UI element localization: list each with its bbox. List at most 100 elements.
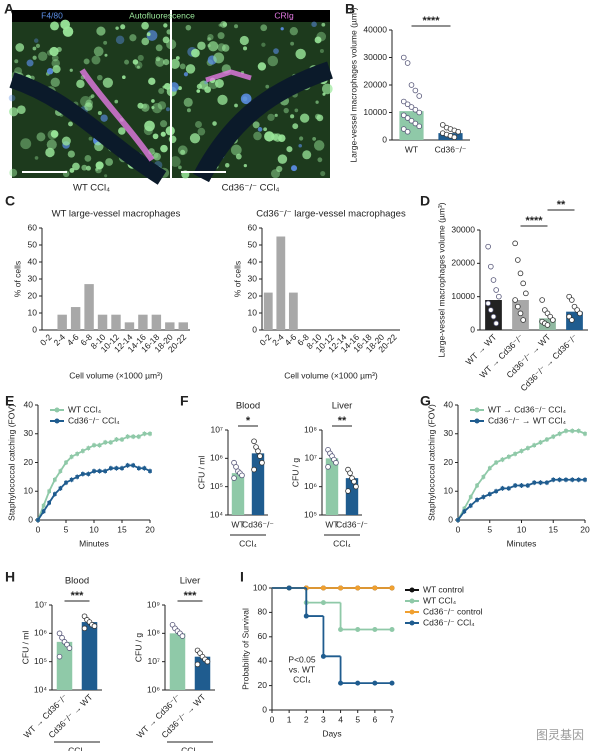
- data-point: [47, 489, 51, 494]
- bar: [288, 292, 298, 330]
- cell: [197, 41, 206, 51]
- cell: [290, 114, 295, 119]
- legend-label: WT CCl₄: [68, 404, 102, 414]
- cell: [51, 58, 60, 68]
- cell: [102, 77, 113, 88]
- data-point: [519, 483, 524, 488]
- cell: [114, 99, 119, 104]
- y-tick-label: 0: [28, 514, 33, 524]
- y-tick-label: 10⁷: [34, 599, 47, 609]
- y-tick-label: 10⁹: [147, 599, 160, 609]
- data-point: [103, 440, 107, 445]
- cell: [45, 147, 55, 158]
- crig-signal: [79, 68, 155, 162]
- x-tick-label: Cd36⁻/⁻: [336, 519, 368, 529]
- cell: [38, 51, 48, 61]
- data-point: [131, 463, 135, 468]
- x-tick-label: 1: [287, 714, 292, 724]
- cell: [95, 161, 104, 170]
- cell: [189, 133, 201, 144]
- cell: [290, 165, 298, 172]
- cell: [68, 121, 73, 127]
- cell: [175, 56, 180, 60]
- y-axis-label: CFU / g: [290, 458, 300, 488]
- cell: [322, 92, 326, 96]
- data-point: [576, 477, 581, 482]
- y-tick-label: 40: [444, 399, 454, 409]
- y-tick-label: 10⁴: [210, 509, 223, 519]
- data-point: [239, 472, 245, 479]
- cell: [261, 42, 266, 47]
- cell: [100, 114, 108, 122]
- cell: [151, 105, 155, 110]
- data-point: [577, 310, 583, 317]
- panel-letter: B: [345, 1, 355, 17]
- cell: [234, 103, 238, 108]
- x-tick-label: 6: [372, 714, 377, 724]
- cell: [61, 136, 71, 146]
- data-point: [481, 475, 486, 479]
- y-axis-label: % of cells: [232, 261, 242, 297]
- y-tick-label: 10000: [363, 107, 387, 117]
- data-point: [517, 310, 524, 317]
- cell: [84, 102, 93, 111]
- y-axis-label: CFU / g: [133, 633, 143, 663]
- y-tick-label: 10⁷: [210, 424, 223, 434]
- data-point: [92, 443, 96, 448]
- data-point: [488, 263, 494, 270]
- data-point: [355, 585, 361, 591]
- data-point: [496, 293, 502, 300]
- cell: [76, 79, 85, 89]
- data-point: [488, 307, 494, 313]
- cell: [289, 26, 298, 36]
- data-point: [416, 93, 423, 99]
- data-point: [500, 457, 505, 462]
- data-point: [570, 429, 575, 433]
- cell: [8, 94, 16, 102]
- y-axis-label: Large-vessel macrophages volume (µm³): [348, 7, 358, 162]
- x-axis-label: Minutes: [507, 538, 537, 548]
- cell: [169, 58, 180, 69]
- data-point: [475, 498, 479, 502]
- cell: [36, 132, 46, 142]
- data-point: [404, 60, 411, 66]
- data-point: [347, 470, 353, 476]
- data-point: [408, 82, 415, 88]
- data-point: [512, 240, 518, 247]
- data-point: [475, 483, 479, 488]
- annotation: CCl₄: [293, 674, 311, 684]
- data-point: [526, 483, 530, 488]
- channel-label: CRIg: [274, 10, 294, 20]
- data-point: [91, 623, 98, 629]
- y-tick-label: 80: [258, 607, 268, 617]
- cell: [299, 113, 310, 123]
- data-point: [512, 297, 518, 303]
- cell: [89, 95, 93, 100]
- cell: [196, 89, 201, 93]
- legend-label: Cd36⁻/⁻ control: [423, 606, 483, 616]
- bar: [231, 473, 245, 515]
- data-point: [515, 257, 521, 263]
- cell: [283, 107, 289, 114]
- data-point: [75, 475, 79, 479]
- data-point: [286, 585, 292, 591]
- group-label: CCl₄: [68, 745, 86, 751]
- cell: [80, 95, 91, 107]
- cell: [115, 35, 125, 45]
- y-tick-label: 50: [28, 239, 38, 249]
- data-point: [550, 317, 556, 323]
- data-point: [569, 297, 575, 303]
- data-point: [545, 437, 549, 442]
- data-point: [481, 495, 486, 499]
- cell: [142, 103, 148, 109]
- bar: [169, 633, 186, 690]
- data-point: [451, 134, 458, 141]
- y-tick-label: 60: [248, 222, 258, 232]
- vessel: [193, 61, 333, 183]
- cell: [69, 68, 73, 72]
- x-tick-label: Cd36⁻/⁻ → WT: [46, 692, 94, 740]
- data-point: [338, 626, 344, 632]
- data-point: [255, 448, 261, 454]
- significance-label: ****: [422, 15, 440, 27]
- data-point: [81, 625, 88, 632]
